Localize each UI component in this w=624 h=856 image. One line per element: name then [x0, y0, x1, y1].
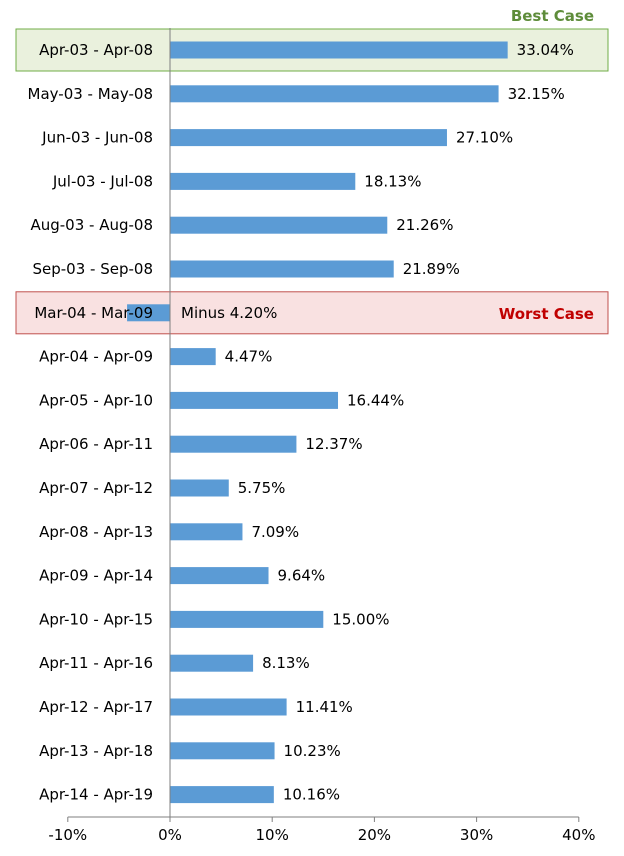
category-label: Sep-03 - Sep-08	[33, 260, 154, 278]
bar	[170, 348, 216, 366]
bar	[170, 523, 243, 541]
bar	[170, 698, 287, 716]
data-label: 5.75%	[238, 479, 286, 497]
bar	[170, 567, 269, 585]
category-label: Apr-10 - Apr-15	[39, 610, 153, 628]
data-label: 10.16%	[283, 786, 340, 804]
data-label: 27.10%	[456, 129, 513, 147]
data-label: 8.13%	[262, 654, 310, 672]
bar	[170, 479, 229, 497]
x-tick-label: 20%	[358, 826, 391, 844]
x-tick-label: 30%	[460, 826, 493, 844]
data-label: 21.89%	[403, 260, 460, 278]
data-label: Minus 4.20%	[181, 304, 277, 322]
category-label: Jun-03 - Jun-08	[41, 129, 153, 147]
category-label: Apr-11 - Apr-16	[39, 654, 153, 672]
data-label: 10.23%	[284, 742, 341, 760]
bar	[170, 260, 394, 278]
bar	[170, 742, 275, 760]
worst-case-annotation: Worst Case	[499, 305, 594, 323]
category-label: Apr-08 - Apr-13	[39, 523, 153, 541]
bar	[170, 786, 274, 804]
category-label: Apr-07 - Apr-12	[39, 479, 153, 497]
category-label: Aug-03 - Aug-08	[30, 216, 153, 234]
data-label: 12.37%	[305, 435, 362, 453]
data-label: 21.26%	[396, 216, 453, 234]
category-label: Apr-04 - Apr-09	[39, 348, 153, 366]
bar	[170, 654, 254, 672]
bar	[170, 172, 356, 190]
data-label: 15.00%	[332, 610, 389, 628]
bar	[170, 85, 499, 103]
category-label: Apr-13 - Apr-18	[39, 742, 153, 760]
bar	[170, 435, 297, 453]
category-label: May-03 - May-08	[28, 85, 153, 103]
worst-case-highlight-box	[15, 291, 609, 335]
bar	[170, 216, 388, 234]
x-tick-label: 0%	[158, 826, 182, 844]
data-label: 7.09%	[251, 523, 299, 541]
data-label: 16.44%	[347, 391, 404, 409]
data-label: 4.47%	[225, 348, 273, 366]
x-tick-label: 40%	[562, 826, 595, 844]
category-label: Apr-06 - Apr-11	[39, 435, 153, 453]
x-tick-label: -10%	[48, 826, 87, 844]
data-label: 18.13%	[364, 172, 421, 190]
data-label: 33.04%	[517, 41, 574, 59]
data-label: 11.41%	[296, 698, 353, 716]
best-case-annotation: Best Case	[511, 7, 594, 25]
data-label: 9.64%	[278, 567, 326, 585]
category-label: Apr-09 - Apr-14	[39, 567, 153, 585]
category-label: Mar-04 - Mar-09	[34, 304, 153, 322]
category-label: Apr-14 - Apr-19	[39, 786, 153, 804]
data-label: 32.15%	[508, 85, 565, 103]
bar	[170, 129, 447, 147]
bar	[127, 304, 170, 322]
bar	[170, 391, 339, 409]
category-label: Jul-03 - Jul-08	[52, 172, 153, 190]
category-label: Apr-12 - Apr-17	[39, 698, 153, 716]
category-label: Apr-03 - Apr-08	[39, 41, 153, 59]
bar	[170, 41, 508, 59]
x-tick-label: 10%	[256, 826, 289, 844]
bar	[170, 610, 324, 628]
category-label: Apr-05 - Apr-10	[39, 391, 153, 409]
